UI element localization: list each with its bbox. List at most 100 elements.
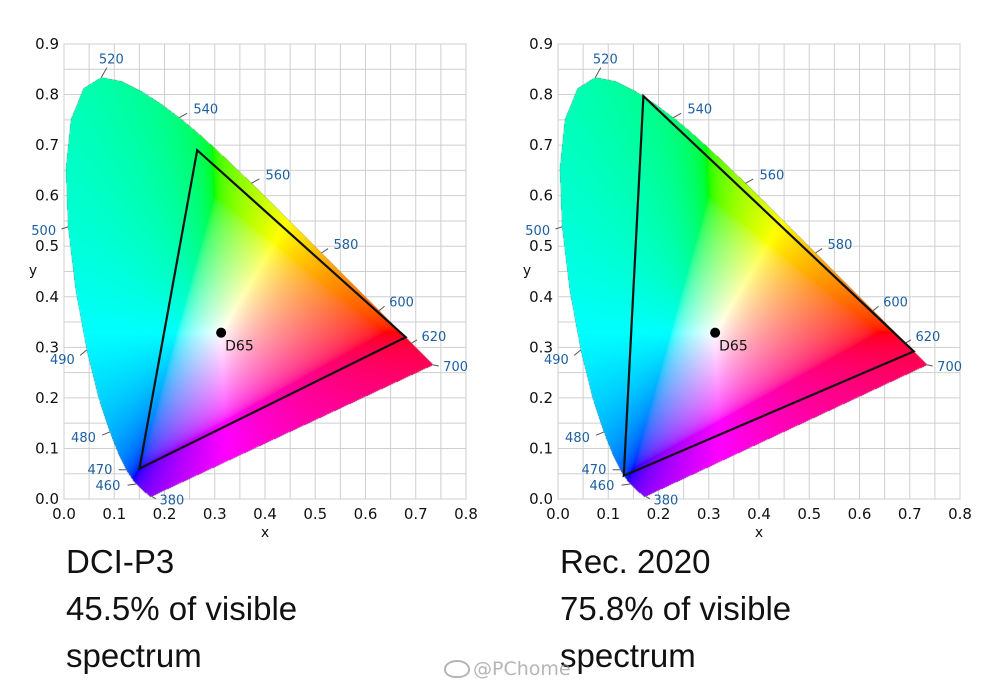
y-tick-label: 0.1 — [35, 439, 59, 457]
wavelength-label-490: 490 — [50, 353, 75, 368]
y-tick-label: 0.9 — [35, 35, 59, 53]
wavelength-label-480: 480 — [565, 431, 590, 446]
dci-p3-caption-line-2: 45.5% of visible — [66, 590, 298, 627]
rec2020-caption-line-3: spectrum — [560, 637, 696, 674]
wavelength-label-500: 500 — [525, 224, 550, 239]
rec2020-caption-line-1: Rec. 2020 — [560, 543, 711, 580]
white-point-marker — [216, 327, 227, 338]
wavelength-tick — [100, 67, 108, 78]
wavelength-label-470: 470 — [88, 463, 113, 478]
wavelength-tick — [595, 431, 605, 436]
wavelength-label-520: 520 — [593, 52, 618, 67]
watermark-text: @PChome — [473, 658, 571, 680]
y-tick-label: 0.1 — [529, 439, 553, 457]
rec2020-caption-line-2: 75.8% of visible — [560, 590, 792, 627]
x-tick-label: 0.0 — [546, 505, 570, 523]
x-axis-label: x — [755, 525, 763, 541]
wavelength-label-580: 580 — [828, 238, 853, 253]
wavelength-tick — [61, 226, 69, 230]
wavelength-tick — [411, 339, 418, 344]
wavelength-tick — [621, 483, 631, 486]
wavelength-tick — [555, 226, 563, 230]
wavelength-tick — [127, 483, 137, 486]
x-tick-label: 0.2 — [153, 505, 177, 523]
spectral-locus-fill — [558, 44, 960, 499]
y-tick-label: 0.3 — [35, 338, 59, 356]
wavelength-label-520: 520 — [99, 52, 124, 67]
x-tick-label: 0.4 — [253, 505, 277, 523]
wavelength-tick — [815, 248, 823, 254]
watermark: @PChome — [444, 658, 571, 680]
wavelength-tick — [151, 496, 157, 500]
y-tick-label: 0.2 — [35, 389, 59, 407]
x-tick-label: 0.7 — [898, 505, 922, 523]
wavelength-tick — [433, 364, 439, 367]
spectral-locus-fill — [64, 44, 466, 499]
rec2020-panel: 380 460 470 480 490 500 520 540 560 580 600 620 700 D… — [494, 0, 994, 693]
wavelength-tick — [573, 349, 582, 356]
wavelength-label-460: 460 — [96, 479, 121, 494]
wavelength-tick — [905, 339, 912, 344]
dci-p3-caption-line-3: spectrum — [66, 637, 202, 674]
white-point-marker — [710, 327, 721, 338]
weibo-icon — [444, 660, 470, 678]
y-tick-labels: 0.0 0.1 0.2 0.3 0.4 0.5 0.6 0.7 0.8 0.9 — [35, 35, 59, 508]
y-axis-label: y — [29, 263, 37, 279]
y-tick-label: 0.7 — [529, 136, 553, 154]
rec2020-caption: Rec. 2020 75.8% of visible spectrum — [560, 538, 791, 679]
dci-p3-panel: 380 460 470 480 490 500 520 540 560 580 600 620 700 D… — [29, 35, 478, 674]
x-tick-labels: 0.0 0.1 0.2 0.3 0.4 0.5 0.6 0.7 0.8 — [52, 505, 478, 523]
y-tick-label: 0.0 — [529, 490, 553, 508]
wavelength-tick — [872, 305, 879, 312]
x-axis-label: x — [261, 525, 269, 541]
y-tick-label: 0.4 — [35, 288, 59, 306]
x-tick-label: 0.8 — [948, 505, 972, 523]
gamut-triangle — [137, 148, 408, 471]
x-tick-label: 0.6 — [354, 505, 378, 523]
wavelength-tick — [594, 67, 602, 78]
wavelength-label-540: 540 — [193, 103, 218, 118]
white-point-label: D65 — [225, 339, 254, 355]
wavelength-tick — [673, 112, 682, 119]
wavelength-label-380: 380 — [159, 493, 184, 508]
gamut-triangle — [622, 93, 916, 478]
x-tick-label: 0.6 — [848, 505, 872, 523]
y-tick-labels: 0.0 0.1 0.2 0.3 0.4 0.5 0.6 0.7 0.8 0.9 — [529, 35, 553, 508]
wavelength-label-560: 560 — [265, 168, 290, 183]
wavelength-label-600: 600 — [883, 296, 908, 311]
y-axis-label: y — [523, 263, 531, 279]
x-tick-labels: 0.0 0.1 0.2 0.3 0.4 0.5 0.6 0.7 0.8 — [546, 505, 972, 523]
wavelength-label-600: 600 — [389, 296, 414, 311]
y-tick-label: 0.9 — [529, 35, 553, 53]
wavelength-label-700: 700 — [443, 360, 468, 375]
wavelength-label-700: 700 — [937, 360, 962, 375]
wavelength-tick — [179, 112, 188, 119]
x-tick-label: 0.3 — [203, 505, 227, 523]
wavelength-label-490: 490 — [544, 353, 569, 368]
wavelength-label-620: 620 — [915, 330, 940, 345]
wavelength-label-620: 620 — [421, 330, 446, 345]
wavelength-tick — [101, 431, 111, 436]
wavelength-tick — [645, 496, 651, 500]
y-tick-label: 0.3 — [529, 338, 553, 356]
x-tick-label: 0.0 — [52, 505, 76, 523]
wavelength-label-470: 470 — [582, 463, 607, 478]
x-tick-label: 0.1 — [596, 505, 620, 523]
x-tick-label: 0.8 — [454, 505, 478, 523]
y-tick-label: 0.8 — [35, 86, 59, 104]
wavelength-label-560: 560 — [759, 168, 784, 183]
wavelength-label-500: 500 — [31, 224, 56, 239]
y-tick-label: 0.6 — [529, 187, 553, 205]
x-tick-label: 0.5 — [797, 505, 821, 523]
y-tick-label: 0.4 — [529, 288, 553, 306]
wavelength-label-380: 380 — [653, 493, 678, 508]
wavelength-tick — [321, 248, 329, 254]
spectral-locus-outline — [65, 77, 434, 498]
y-tick-label: 0.5 — [35, 237, 59, 255]
wavelength-tick — [745, 178, 754, 184]
wavelength-tick — [79, 349, 88, 356]
